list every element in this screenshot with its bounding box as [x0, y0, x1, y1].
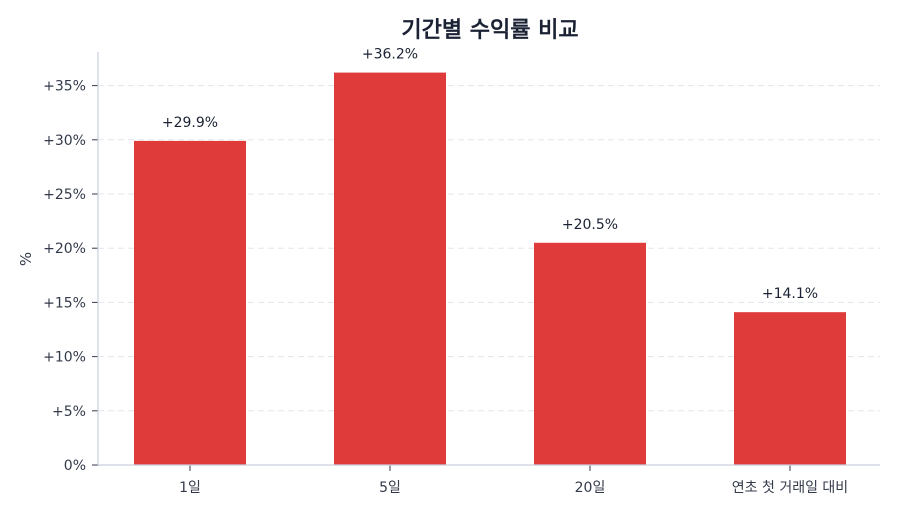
- bar: [134, 140, 246, 465]
- y-tick-label: +25%: [43, 187, 86, 203]
- y-tick-label: +35%: [43, 79, 86, 95]
- chart-title: 기간별 수익률 비교: [401, 18, 578, 43]
- data-label: +36.2%: [362, 47, 418, 63]
- bar: [334, 72, 446, 466]
- y-tick-label: +15%: [43, 295, 86, 311]
- y-tick-label: +5%: [52, 404, 86, 420]
- x-tick-label: 연초 첫 거래일 대비: [732, 480, 848, 496]
- y-tick-label: +20%: [43, 241, 86, 257]
- x-tick-label: 1일: [179, 480, 201, 496]
- data-label: +14.1%: [762, 286, 818, 302]
- x-tick-label: 20일: [575, 480, 606, 496]
- y-tick-label: 0%: [64, 458, 86, 474]
- y-axis-label: %: [17, 252, 35, 266]
- data-label: +29.9%: [162, 115, 218, 131]
- y-tick-label: +30%: [43, 133, 86, 149]
- data-label: +20.5%: [562, 217, 618, 233]
- bar: [534, 242, 646, 465]
- bar: [734, 312, 846, 465]
- y-tick-label: +10%: [43, 350, 86, 366]
- x-tick-label: 5일: [379, 480, 401, 496]
